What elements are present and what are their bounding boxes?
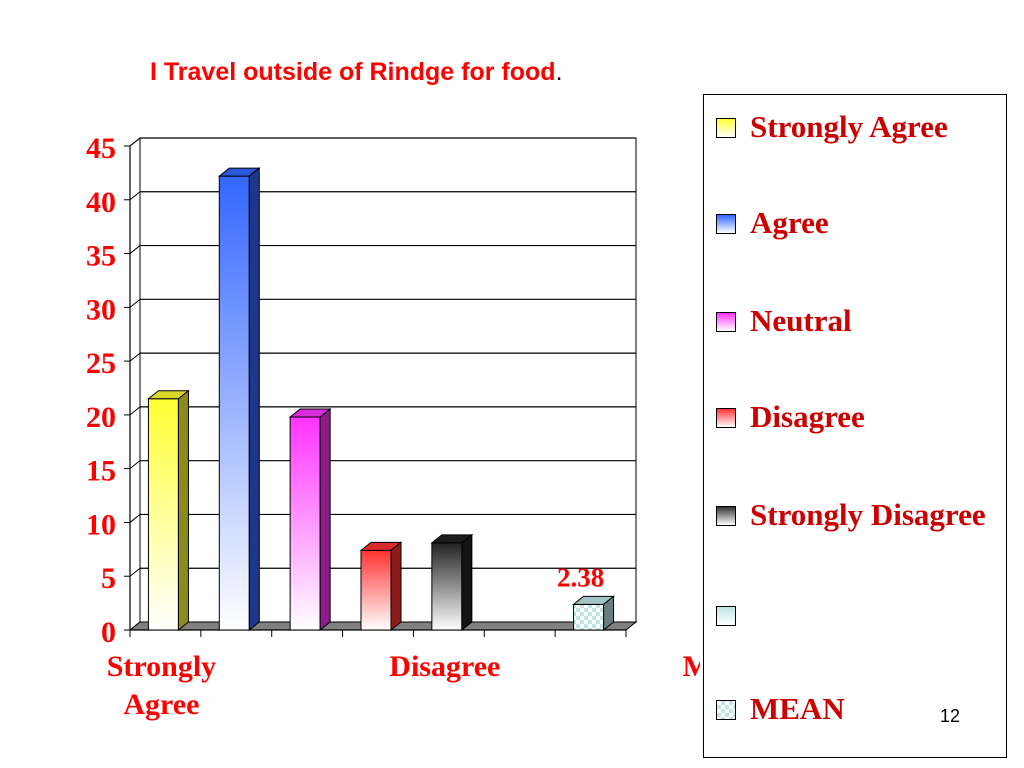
- y-tick-label: 30: [86, 293, 116, 326]
- legend-swatch: [716, 214, 736, 234]
- y-tick-label: 10: [86, 508, 116, 541]
- gridline-side: [129, 137, 141, 147]
- y-tick-label: 0: [101, 616, 116, 649]
- chart-title: I Travel outside of Rindge for food.: [150, 58, 910, 87]
- y-tick-label: 15: [86, 455, 116, 488]
- y-tick-label: 20: [86, 401, 116, 434]
- legend-label: Strongly Agree: [750, 109, 948, 144]
- legend-label: Neutral: [750, 303, 852, 338]
- legend-label: MEAN: [750, 691, 845, 726]
- y-tick-label: 25: [86, 347, 116, 380]
- bar-front: [289, 416, 321, 631]
- legend-item: Neutral: [716, 303, 1000, 339]
- data-label-mean: 2.38: [557, 562, 604, 592]
- bar-front: [431, 542, 463, 631]
- legend-swatch: [716, 606, 736, 626]
- gridline-side: [129, 352, 141, 362]
- gridline-side: [129, 245, 141, 254]
- bar-front: [147, 398, 179, 631]
- chart-title-period: .: [555, 58, 563, 86]
- legend-item: Strongly Agree: [716, 109, 1000, 145]
- bar-front: [218, 175, 250, 631]
- legend-label: Agree: [750, 205, 829, 240]
- plot-area: 0 5 10 15 20 25 30 35 40 45 2.38 Strongly Agree Disag…: [86, 132, 700, 721]
- legend-item: Agree: [716, 205, 1000, 241]
- bar-front: [360, 549, 392, 631]
- bar-side: [461, 533, 473, 632]
- legend-swatch: [716, 700, 736, 720]
- bar-side: [248, 167, 260, 632]
- bar-strongly-agree: [147, 389, 190, 632]
- bar-side: [390, 541, 402, 632]
- plot-side-wall: [129, 136, 141, 632]
- y-tick-label: 35: [86, 240, 116, 273]
- page-number: 12: [940, 706, 961, 726]
- bar-agree: [217, 167, 261, 632]
- legend-label: Strongly Disagree: [750, 497, 986, 532]
- legend-item: [716, 597, 1000, 626]
- x-tick-label: Disagree: [389, 650, 500, 683]
- bar-front: [573, 603, 605, 631]
- bar-neutral: [288, 407, 332, 632]
- chart-title-text: I Travel outside of Rindge for food: [150, 58, 556, 86]
- gridline-side: [129, 567, 141, 577]
- legend-item: MEAN: [716, 691, 1000, 727]
- legend-swatch: [716, 506, 736, 526]
- bar-strongly-disagree: [430, 533, 474, 632]
- legend-item: Disagree: [716, 399, 1000, 435]
- bar-mean: [572, 595, 615, 632]
- y-tick-label: 5: [101, 562, 116, 595]
- legend-item: Strongly Disagree: [716, 497, 1000, 533]
- x-tick-label: Strongly Agree: [107, 650, 216, 721]
- bar-disagree: [359, 541, 403, 632]
- gridline-side: [129, 191, 141, 201]
- gridline-side: [129, 514, 141, 523]
- legend-swatch: [716, 118, 736, 138]
- bar-side: [603, 595, 615, 632]
- legend-swatch: [716, 312, 736, 332]
- bar-side: [177, 389, 189, 632]
- chart-legend: Strongly Agree Agree Neutral Disagree Strong…: [703, 94, 1007, 758]
- x-tick-label: MEAN: [682, 650, 700, 683]
- y-tick-label: 45: [86, 132, 116, 165]
- gridline-side: [129, 298, 141, 308]
- legend-swatch: [716, 408, 736, 428]
- bar-side: [319, 407, 331, 632]
- bar-chart: 0 5 10 15 20 25 30 35 40 45 2.38 Strongly Agree Disag…: [86, 132, 700, 721]
- legend-label: Disagree: [750, 399, 865, 434]
- gridline-side: [129, 460, 141, 470]
- gridline-side: [129, 406, 141, 416]
- y-tick-label: 40: [86, 186, 116, 219]
